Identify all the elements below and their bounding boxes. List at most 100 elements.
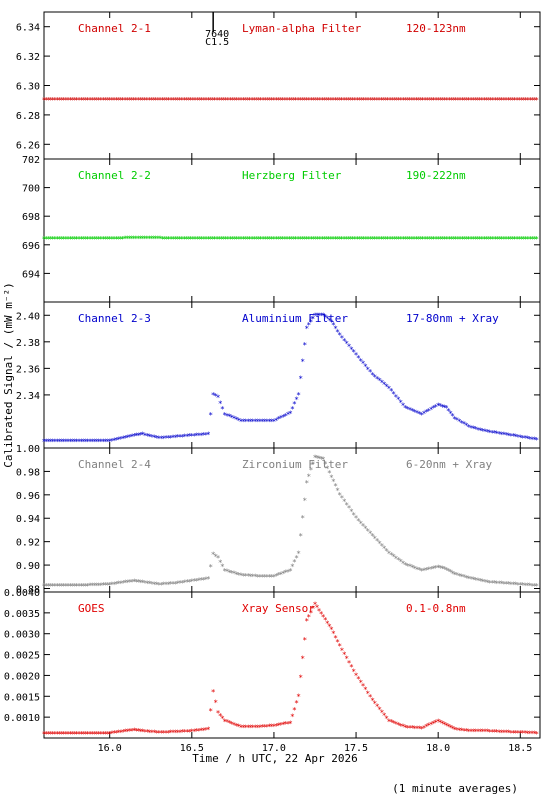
- data-point: *: [517, 96, 522, 105]
- panel-label: Aluminium Filter: [242, 312, 348, 325]
- data-point: *: [289, 96, 294, 105]
- data-point: *: [415, 565, 420, 574]
- data-point: *: [232, 570, 237, 579]
- data-point: *: [77, 235, 82, 244]
- data-point: *: [166, 434, 171, 443]
- data-point: *: [518, 433, 523, 442]
- data-point: *: [70, 730, 75, 739]
- data-point: *: [394, 96, 399, 105]
- data-point: *: [431, 719, 436, 728]
- data-point: *: [264, 417, 269, 426]
- data-point: *: [151, 96, 156, 105]
- data-point: *: [48, 582, 53, 591]
- data-point: *: [140, 234, 145, 243]
- data-point: *: [279, 570, 284, 579]
- data-point: *: [158, 96, 163, 105]
- data-point: *: [337, 331, 342, 340]
- data-point: *: [103, 96, 108, 105]
- data-point: *: [157, 729, 162, 738]
- data-point: *: [140, 728, 145, 737]
- data-point: *: [196, 727, 201, 736]
- data-point: *: [286, 568, 291, 577]
- data-point: *: [501, 431, 506, 440]
- data-point: *: [48, 96, 53, 105]
- data-point: *: [370, 235, 375, 244]
- data-point: *: [346, 235, 351, 244]
- panel-label: Herzberg Filter: [242, 169, 342, 182]
- data-point: *: [257, 573, 262, 582]
- data-point: *: [436, 563, 441, 572]
- data-point: *: [391, 390, 396, 399]
- annotation-id: 7640: [205, 29, 229, 40]
- data-point: *: [370, 532, 375, 541]
- data-point: *: [512, 96, 517, 105]
- data-point: *: [70, 96, 75, 105]
- data-point: *: [353, 96, 358, 105]
- data-point: *: [329, 318, 334, 327]
- data-point: *: [304, 617, 309, 626]
- data-point: *: [230, 96, 235, 105]
- data-point: *: [292, 558, 297, 567]
- data-point: *: [440, 719, 445, 728]
- data-point: *: [438, 235, 443, 244]
- data-point: *: [319, 311, 324, 320]
- data-point: *: [464, 421, 469, 430]
- data-point: *: [485, 728, 490, 737]
- data-point: *: [166, 729, 171, 738]
- data-point: *: [384, 547, 389, 556]
- data-point: *: [377, 96, 382, 105]
- data-point: *: [508, 432, 513, 441]
- data-point: *: [447, 96, 452, 105]
- data-point: *: [232, 96, 237, 105]
- data-point: *: [492, 579, 497, 588]
- data-point: *: [272, 573, 277, 582]
- data-point: *: [412, 724, 417, 733]
- data-point: *: [250, 417, 255, 426]
- data-point: *: [460, 96, 465, 105]
- data-point: *: [433, 403, 438, 412]
- data-point: *: [388, 235, 393, 244]
- data-point: *: [59, 730, 64, 739]
- data-point: *: [227, 413, 232, 422]
- data-point: *: [90, 96, 95, 105]
- data-point: *: [368, 368, 373, 377]
- data-point: *: [185, 728, 190, 737]
- data-point: *: [434, 235, 439, 244]
- data-point: *: [340, 334, 345, 343]
- data-point: *: [171, 729, 176, 738]
- data-point: *: [116, 96, 121, 105]
- data-point: *: [520, 581, 525, 590]
- data-point: *: [186, 235, 191, 244]
- data-point: *: [417, 410, 422, 419]
- data-point: *: [269, 235, 274, 244]
- data-point: *: [154, 434, 159, 443]
- data-point: *: [384, 382, 389, 391]
- data-point: *: [320, 96, 325, 105]
- data-point: *: [236, 417, 241, 426]
- data-point: *: [426, 407, 431, 416]
- data-point: *: [281, 721, 286, 730]
- data-point: *: [85, 437, 90, 446]
- data-point: *: [227, 568, 232, 577]
- data-point: *: [445, 96, 450, 105]
- data-point: *: [154, 581, 159, 590]
- data-point: *: [72, 96, 77, 105]
- data-point: *: [504, 431, 509, 440]
- data-point: *: [232, 415, 237, 424]
- data-point: *: [300, 358, 305, 367]
- data-point: *: [189, 577, 194, 586]
- data-point: *: [164, 434, 169, 443]
- y-tick-label: 0.92: [16, 538, 40, 549]
- data-point: *: [105, 437, 110, 446]
- data-point: *: [469, 235, 474, 244]
- data-point: *: [469, 424, 474, 433]
- data-point: *: [520, 729, 525, 738]
- data-point: *: [419, 567, 424, 576]
- data-point: *: [138, 96, 143, 105]
- data-point: *: [66, 96, 71, 105]
- data-point: *: [206, 726, 211, 735]
- data-point: *: [59, 96, 64, 105]
- data-point: *: [229, 720, 234, 729]
- y-tick-label: 6.26: [16, 140, 40, 151]
- data-point: *: [153, 235, 158, 244]
